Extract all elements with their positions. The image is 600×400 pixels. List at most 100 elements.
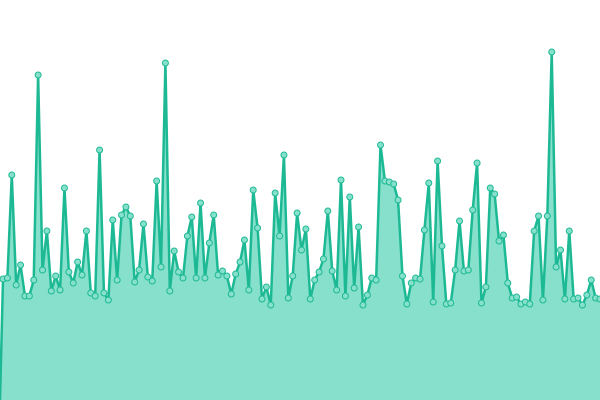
point (583, 291, 591, 299)
point (398, 272, 406, 280)
point (341, 292, 349, 300)
point (284, 294, 292, 302)
point (210, 211, 218, 219)
point (319, 255, 327, 263)
point (526, 300, 534, 308)
point (596, 295, 600, 303)
point (52, 272, 60, 280)
point (43, 227, 51, 235)
point (254, 224, 262, 232)
point (214, 271, 222, 279)
point (144, 273, 152, 281)
point (153, 177, 161, 185)
point (104, 296, 112, 304)
point (183, 232, 191, 240)
point (78, 271, 86, 279)
point (276, 232, 284, 240)
point (262, 283, 270, 291)
point (267, 301, 275, 309)
point (407, 279, 415, 287)
point (3, 274, 11, 282)
point (438, 242, 446, 250)
point (96, 146, 104, 154)
point (429, 298, 437, 306)
point (324, 207, 332, 215)
point (271, 189, 279, 197)
point (118, 211, 126, 219)
point (464, 266, 472, 274)
point (56, 286, 64, 294)
point (179, 274, 187, 282)
point (495, 237, 503, 245)
point (315, 268, 323, 276)
point (372, 276, 380, 284)
point (249, 186, 257, 194)
point (232, 270, 240, 278)
area-fill (0, 52, 600, 400)
point (298, 246, 305, 254)
point (587, 276, 595, 284)
point (161, 59, 169, 67)
point (109, 216, 117, 224)
point (25, 292, 33, 300)
point (359, 301, 367, 309)
point (543, 212, 551, 220)
point (91, 292, 99, 300)
point (333, 286, 341, 294)
point (337, 176, 345, 184)
point (205, 239, 213, 247)
point (350, 284, 358, 292)
point (561, 295, 569, 303)
point (311, 276, 319, 284)
point (394, 196, 402, 204)
line-start (0, 278, 5, 400)
point (166, 287, 174, 295)
point (293, 209, 301, 217)
point (556, 246, 564, 254)
point (113, 276, 121, 284)
point (82, 227, 90, 235)
point (578, 301, 586, 309)
point (126, 212, 134, 220)
point (245, 286, 253, 294)
point (170, 247, 178, 255)
point (30, 276, 38, 284)
point (192, 274, 200, 282)
point (280, 151, 288, 159)
point (451, 266, 459, 274)
point (390, 180, 398, 188)
point (34, 71, 42, 79)
point (131, 278, 139, 286)
point (12, 281, 20, 289)
point (227, 290, 235, 298)
point (17, 261, 25, 269)
point (456, 217, 464, 225)
point (346, 193, 354, 201)
point (100, 289, 108, 297)
point (477, 299, 485, 307)
point (469, 206, 477, 214)
point (236, 258, 244, 266)
point (289, 272, 297, 280)
point (39, 266, 47, 274)
point (74, 258, 82, 266)
point (218, 267, 226, 275)
point (482, 283, 490, 291)
point (539, 296, 547, 304)
point (306, 295, 314, 303)
point (403, 300, 411, 308)
point (499, 231, 507, 239)
point (8, 171, 16, 179)
point (197, 199, 205, 207)
point (574, 294, 582, 302)
point (240, 236, 248, 244)
point (157, 263, 165, 271)
point (535, 212, 543, 220)
point (447, 299, 455, 307)
point (188, 213, 196, 221)
point (513, 293, 521, 301)
point (425, 179, 433, 187)
point (69, 279, 77, 287)
